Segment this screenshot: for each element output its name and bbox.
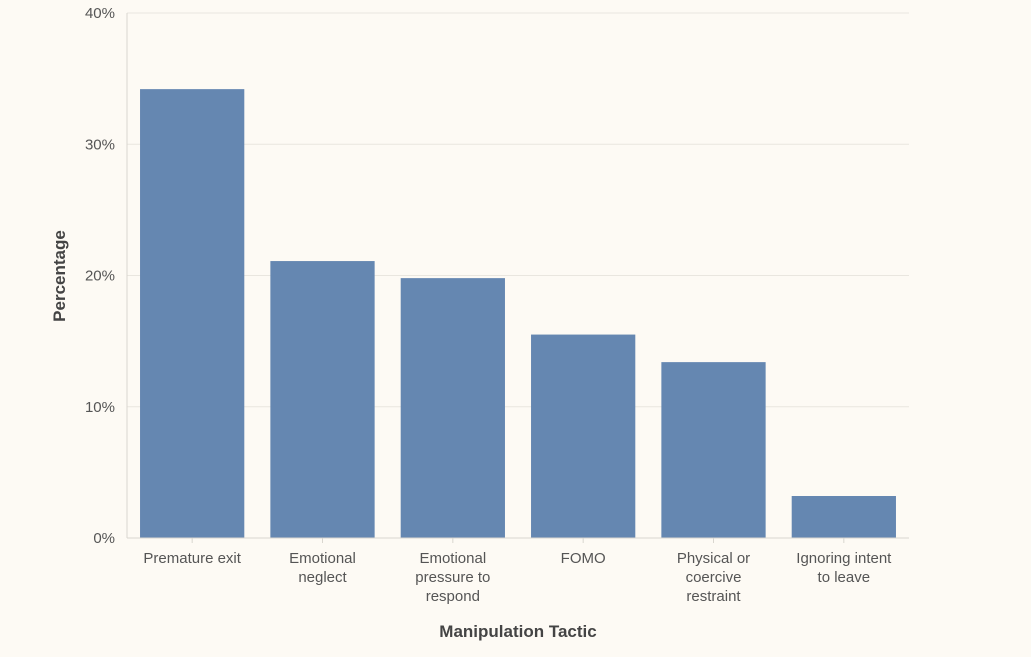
x-tick-label: FOMO bbox=[561, 550, 606, 567]
x-axis-title: Manipulation Tactic bbox=[439, 622, 596, 641]
x-tick-label: Ignoring intent to leave bbox=[796, 550, 892, 586]
bar bbox=[400, 278, 505, 538]
x-tick-label: Emotional neglect bbox=[289, 550, 356, 586]
y-tick-label: 0% bbox=[93, 530, 115, 547]
bar bbox=[791, 496, 896, 538]
y-tick-label: 30% bbox=[85, 136, 115, 153]
bars bbox=[140, 89, 896, 538]
y-axis-title: Percentage bbox=[50, 230, 69, 322]
x-tick-label: Emotional pressure to respond bbox=[415, 550, 490, 605]
y-tick-label: 10% bbox=[85, 399, 115, 416]
x-tick-label: Premature exit bbox=[143, 550, 241, 567]
axes: 0% 10% 20% 30% 40% Premature exit Emotional neg… bbox=[85, 5, 909, 605]
x-tick-label: Physical or coercive restraint bbox=[677, 550, 750, 605]
y-tick-label: 40% bbox=[85, 5, 115, 22]
bar bbox=[531, 334, 636, 538]
bar bbox=[140, 89, 245, 538]
bar bbox=[661, 362, 766, 538]
y-tick-label: 20% bbox=[85, 268, 115, 285]
bar bbox=[270, 261, 375, 538]
gridlines bbox=[127, 12, 909, 408]
